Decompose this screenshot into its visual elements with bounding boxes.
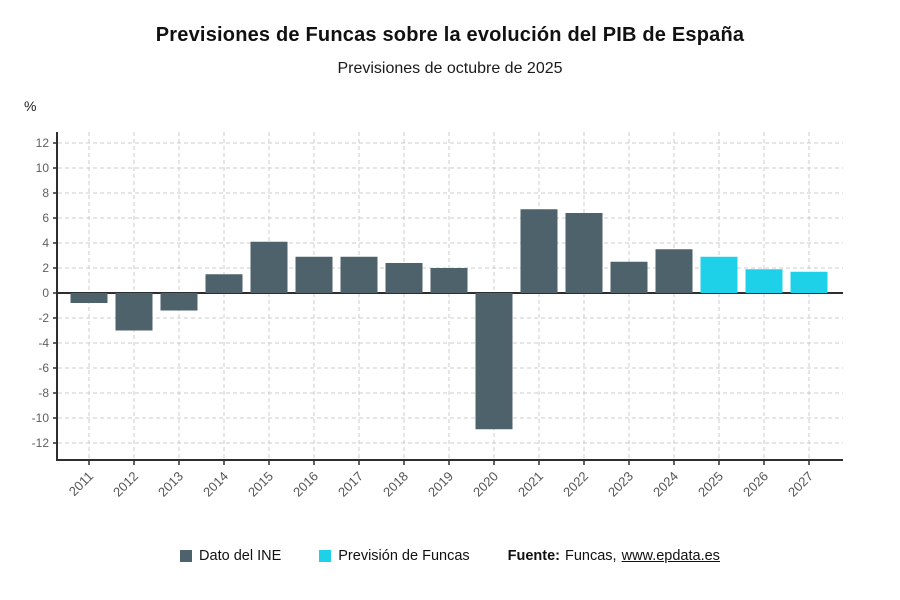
bar-2021[interactable] xyxy=(520,209,558,293)
bar-2018[interactable] xyxy=(385,263,423,293)
legend-item-forecast[interactable]: Previsión de Funcas xyxy=(319,548,470,564)
y-tick-label-6: 6 xyxy=(42,211,49,225)
bar-2027[interactable] xyxy=(790,271,828,293)
y-tick-label-4: 4 xyxy=(42,236,49,250)
x-tick-label-2018: 2018 xyxy=(380,469,411,500)
x-tick-label-2021: 2021 xyxy=(515,469,546,500)
y-tick-label-0: 0 xyxy=(42,286,49,300)
x-tick-label-2011: 2011 xyxy=(66,469,96,499)
bar-2022[interactable] xyxy=(565,213,603,293)
bar-2026[interactable] xyxy=(745,269,783,293)
page-subtitle: Previsiones de octubre de 2025 xyxy=(337,60,563,77)
y-tick-label--8: -8 xyxy=(38,386,49,400)
x-tick-label-2019: 2019 xyxy=(425,469,456,500)
y-tick-label-10: 10 xyxy=(36,161,50,175)
bar-2013[interactable] xyxy=(160,293,198,311)
bar-2016[interactable] xyxy=(295,256,333,293)
legend-and-source: Dato del INE Previsión de Funcas Fuente:… xyxy=(0,548,900,564)
bar-2014[interactable] xyxy=(205,274,243,293)
y-tick-label-12: 12 xyxy=(36,136,50,150)
y-tick-label--4: -4 xyxy=(38,336,49,350)
x-tick-label-2017: 2017 xyxy=(335,469,366,500)
x-tick-label-2015: 2015 xyxy=(245,469,276,500)
y-tick-label--6: -6 xyxy=(38,361,49,375)
x-tick-label-2020: 2020 xyxy=(470,469,501,500)
legend-item-ine[interactable]: Dato del INE xyxy=(180,548,281,564)
source-attribution: Fuente: Funcas, www.epdata.es xyxy=(508,548,720,564)
legend-label-forecast: Previsión de Funcas xyxy=(338,548,470,564)
y-tick-label-2: 2 xyxy=(42,261,49,275)
forecast-series-swatch xyxy=(319,550,332,562)
bar-2017[interactable] xyxy=(340,256,378,293)
source-link[interactable]: www.epdata.es xyxy=(621,548,720,564)
y-tick-label--2: -2 xyxy=(38,311,49,325)
source-publisher: Funcas, xyxy=(565,548,617,564)
bar-2015[interactable] xyxy=(250,241,288,293)
y-tick-label--10: -10 xyxy=(32,411,50,425)
x-tick-label-2026: 2026 xyxy=(740,469,771,500)
x-tick-label-2025: 2025 xyxy=(695,469,726,500)
x-tick-label-2027: 2027 xyxy=(785,469,816,500)
legend-label-ine: Dato del INE xyxy=(199,548,282,564)
x-tick-label-2012: 2012 xyxy=(110,469,141,500)
bar-2020[interactable] xyxy=(475,293,513,430)
bar-2019[interactable] xyxy=(430,268,468,293)
bar-2024[interactable] xyxy=(655,249,693,293)
x-tick-label-2023: 2023 xyxy=(605,469,636,500)
bar-2012[interactable] xyxy=(115,293,153,331)
page-title: Previsiones de Funcas sobre la evolución… xyxy=(155,24,745,46)
x-tick-label-2013: 2013 xyxy=(155,469,186,500)
bar-2025[interactable] xyxy=(700,256,738,293)
y-tick-label-8: 8 xyxy=(42,186,49,200)
y-axis-unit-label: % xyxy=(24,98,37,114)
bar-2023[interactable] xyxy=(610,261,648,293)
bar-2011[interactable] xyxy=(70,293,108,303)
ine-series-swatch xyxy=(180,550,193,562)
x-tick-label-2016: 2016 xyxy=(290,469,321,500)
y-tick-label--12: -12 xyxy=(32,436,50,450)
x-tick-label-2022: 2022 xyxy=(560,469,591,500)
x-tick-label-2014: 2014 xyxy=(200,469,231,500)
x-tick-label-2024: 2024 xyxy=(650,469,681,500)
source-prefix: Fuente: xyxy=(507,548,560,564)
gdp-bar-chart: -12 -10 -8 -6 -4 -2 0 2 4 6 8 10 12 2011 2012 2013 2014 2… xyxy=(32,132,843,500)
